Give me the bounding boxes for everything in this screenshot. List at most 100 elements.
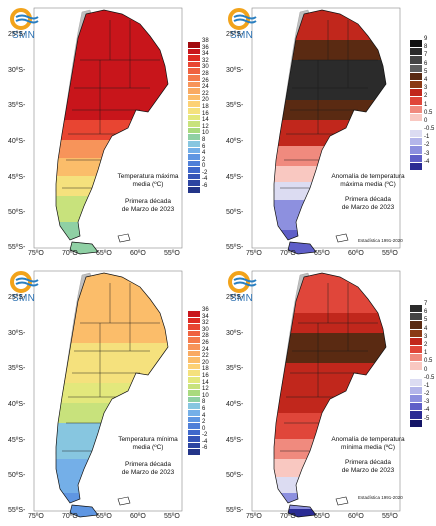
legend-swatch: 6	[188, 406, 205, 417]
legend-label: -4	[424, 407, 430, 414]
field-band	[274, 477, 386, 493]
legend-swatch: 10	[188, 130, 209, 141]
legend-swatch: 16	[188, 373, 209, 384]
smn-logo-text: SMN	[230, 293, 254, 304]
legend-label: 6	[202, 405, 206, 412]
legend-label: 24	[202, 346, 209, 353]
legend-swatch: 2	[188, 157, 205, 168]
legend-label: -0.5	[424, 126, 435, 133]
coastline-tdf	[287, 241, 317, 255]
period-tmin: Primera década de Marzo de 2023	[100, 461, 196, 477]
latitude-label: 45ºS-	[8, 437, 26, 444]
legend-label: -4	[202, 176, 208, 183]
latitude-label: 45ºS-	[8, 174, 26, 181]
islands	[335, 496, 349, 506]
legend-label: 6	[424, 309, 428, 316]
legend-label: 5	[424, 317, 428, 324]
legend-swatch: 4	[188, 413, 205, 424]
latitude-label: 25ºS-	[226, 31, 244, 38]
legend-label: -5	[424, 415, 430, 422]
legend-swatch: 32	[188, 58, 209, 69]
legend-label: 28	[202, 70, 209, 77]
legend-label: 0.5	[424, 358, 433, 365]
coastline-tdf	[287, 504, 317, 518]
legend-swatch: 36	[188, 45, 209, 56]
legend-label: 0	[202, 163, 206, 170]
legend-swatch: -4	[188, 439, 207, 450]
legend-swatch: 6	[410, 61, 427, 73]
smn-logo: SMN	[228, 8, 258, 41]
caption-line-1: Temperatura mínima	[118, 436, 178, 443]
legend-swatch: 5	[410, 317, 427, 330]
legend-swatch: 22	[188, 91, 209, 102]
legend-label: 4	[202, 150, 206, 157]
legend-label: 32	[202, 320, 209, 327]
legend-swatch: 7	[410, 52, 427, 65]
legend-swatch: 22	[188, 353, 209, 364]
legend-tmax-anomaly: 9 8 7 6 5 4 3 2 1 0.5 0 -0.5 -1 -2 -3 -4	[410, 36, 434, 171]
smn-logo-text: SMN	[12, 30, 36, 41]
legend-swatch: 2	[410, 342, 427, 355]
caption-line-1: Anomalía de temperatura	[331, 436, 405, 443]
legend-swatch: 5	[410, 69, 427, 81]
latitude-label: 35ºS-	[226, 365, 244, 372]
latitude-label: 25ºS-	[226, 294, 244, 301]
legend-label: 18	[202, 366, 209, 373]
legend-swatch: 26	[188, 340, 209, 351]
legend-swatch: 2	[188, 419, 205, 430]
legend-swatch: 8	[188, 137, 205, 148]
longitude-label: 55ºO	[164, 250, 180, 257]
legend-swatch: 0	[410, 118, 427, 131]
longitude-label: 55ºO	[382, 250, 398, 257]
smn-logo: SMN	[10, 8, 40, 41]
period-tmax: Primera década de Marzo de 2023	[100, 198, 196, 214]
legend-label: 16	[202, 110, 209, 117]
legend-swatch: 12	[188, 386, 209, 397]
legend-label: 4	[202, 412, 206, 419]
legend-label: 0	[424, 117, 428, 124]
smn-sun-icon	[228, 8, 257, 30]
legend-label: -2	[202, 432, 208, 439]
smn-sun-icon	[10, 8, 39, 30]
map-tmin	[33, 270, 183, 518]
islands	[117, 233, 131, 243]
period-line-1: Primera década	[125, 198, 171, 205]
field-band	[56, 343, 168, 383]
coastline-tdf	[69, 241, 99, 255]
longitude-label: 65ºO	[96, 513, 112, 520]
latitude-label: 55ºS-	[8, 244, 26, 251]
caption-tmin-anomaly: Anomalía de temperatura mínima media (ºC…	[320, 436, 416, 452]
legend-label: 34	[202, 51, 209, 58]
legend-swatch: -4	[410, 407, 429, 420]
caption-line-1: Anomalía de temperatura	[331, 173, 405, 180]
caption-line-2: media (ºC)	[132, 181, 164, 188]
latitude-label: 30ºS-	[226, 67, 244, 74]
map-frame	[33, 7, 183, 249]
field-band	[274, 493, 386, 509]
legend-swatch: 16	[188, 111, 209, 122]
caption-line-2: mínima media (ºC)	[340, 444, 396, 451]
legend-swatch: -3	[410, 151, 429, 163]
coastline-tdf	[69, 504, 99, 518]
legend-swatch: -6	[188, 183, 207, 194]
legend-label: 2	[202, 156, 206, 163]
legend-label: 22	[202, 353, 209, 360]
latitude-label: 55ºS-	[226, 244, 244, 251]
legend-label: 3	[424, 85, 428, 92]
longitude-label: 70ºO	[280, 513, 296, 520]
legend-label: 18	[202, 103, 209, 110]
legend-swatch: 26	[188, 78, 209, 89]
legend-swatch: -2	[188, 432, 207, 443]
legend-swatch: 30	[188, 64, 209, 75]
latitude-label: 25ºS-	[8, 294, 26, 301]
legend-label: 2	[424, 93, 428, 100]
latitude-label: 40ºS-	[226, 401, 244, 408]
smn-sun-icon	[10, 271, 39, 293]
legend-label: 7	[424, 301, 428, 307]
legend-swatch: -3	[410, 399, 429, 412]
period-line-1: Primera década	[345, 196, 391, 203]
field-band	[274, 146, 386, 166]
legend-label: 5	[424, 68, 428, 75]
legend-swatch: -0.5	[410, 375, 434, 387]
legend-swatch: 0	[410, 367, 427, 379]
